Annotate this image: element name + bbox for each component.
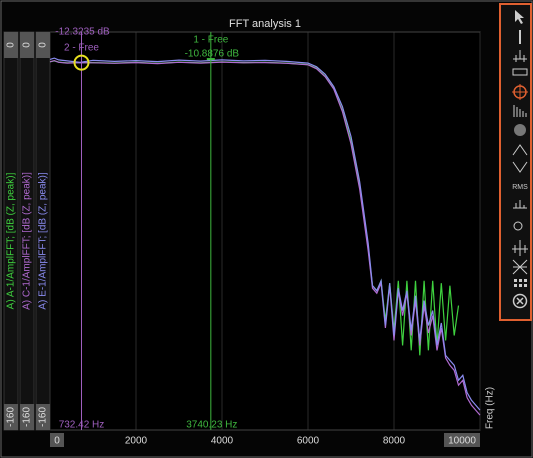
y-tick-label: -160 (6, 407, 17, 427)
cursor-value: -10.8876 dB (185, 49, 240, 60)
chart-title: FFT analysis 1 (229, 18, 301, 30)
x-tick-label: 2000 (125, 436, 148, 447)
x-axis-label: Freq (Hz) (485, 387, 496, 429)
cursor-value: -12.3235 dB (55, 27, 110, 38)
cursor-name: 2 - Free (64, 43, 99, 54)
max-tool[interactable] (512, 144, 528, 156)
peak-tool-cross (512, 84, 528, 100)
y-tick-box (4, 32, 18, 58)
harmonics-tool[interactable] (513, 105, 527, 117)
range-tool[interactable] (512, 68, 528, 76)
close-tool[interactable] (512, 293, 528, 309)
settings-tool[interactable] (514, 124, 526, 136)
cursor-x-label: 3740.23 Hz (186, 420, 237, 431)
y-tick-box (20, 32, 34, 58)
y-axis-label: A) E-1/AmplFFT; [dB (Z, peak)] (38, 172, 49, 309)
x-tick-box (50, 433, 64, 447)
y-tick-label: 0 (6, 42, 17, 48)
measure-tool[interactable] (513, 221, 523, 231)
series-line (49, 59, 481, 416)
y-axis-label: A) A-1/AmplFFT; [dB (Z, peak)] (6, 172, 17, 309)
select-tool[interactable] (515, 10, 524, 24)
y-tick-label: 0 (22, 42, 33, 48)
min-tool[interactable] (512, 161, 528, 173)
cursor-marker (73, 54, 90, 71)
x-tick-label: 6000 (297, 436, 320, 447)
y-tick-box (36, 404, 50, 430)
y-tick-box (20, 404, 34, 430)
x-tick-label: 0 (54, 436, 60, 447)
toolbar-frame (499, 3, 532, 321)
x-tick-label: 4000 (211, 436, 234, 447)
x-tick-box (444, 433, 480, 447)
y-tick-label: -160 (22, 407, 33, 427)
y-tick-box (36, 32, 50, 58)
plot-area (49, 31, 481, 431)
close-tool-cross (516, 297, 524, 305)
cursor-x-label: 732.42 Hz (59, 420, 105, 431)
grid-tool[interactable] (514, 279, 527, 287)
clear-markers-tool[interactable] (512, 259, 528, 275)
y-tick-label: -160 (38, 407, 49, 427)
rms-tool[interactable]: RMS (512, 184, 528, 191)
y-tick-label: 0 (38, 42, 49, 48)
y-axis-label: A) C-1/AmplFFT; [dB (Z, peak)] (22, 172, 33, 310)
band-tool[interactable] (513, 50, 527, 62)
series-line (49, 57, 481, 411)
toolbar: RMS (499, 3, 532, 321)
cursor-name: 1 - Free (193, 35, 228, 46)
delta-tool[interactable] (512, 240, 528, 256)
x-tick-label: 8000 (383, 436, 406, 447)
y-tick-box (4, 404, 18, 430)
x-tick-label: 10000 (448, 436, 476, 447)
spectrum-tool[interactable] (513, 200, 527, 209)
